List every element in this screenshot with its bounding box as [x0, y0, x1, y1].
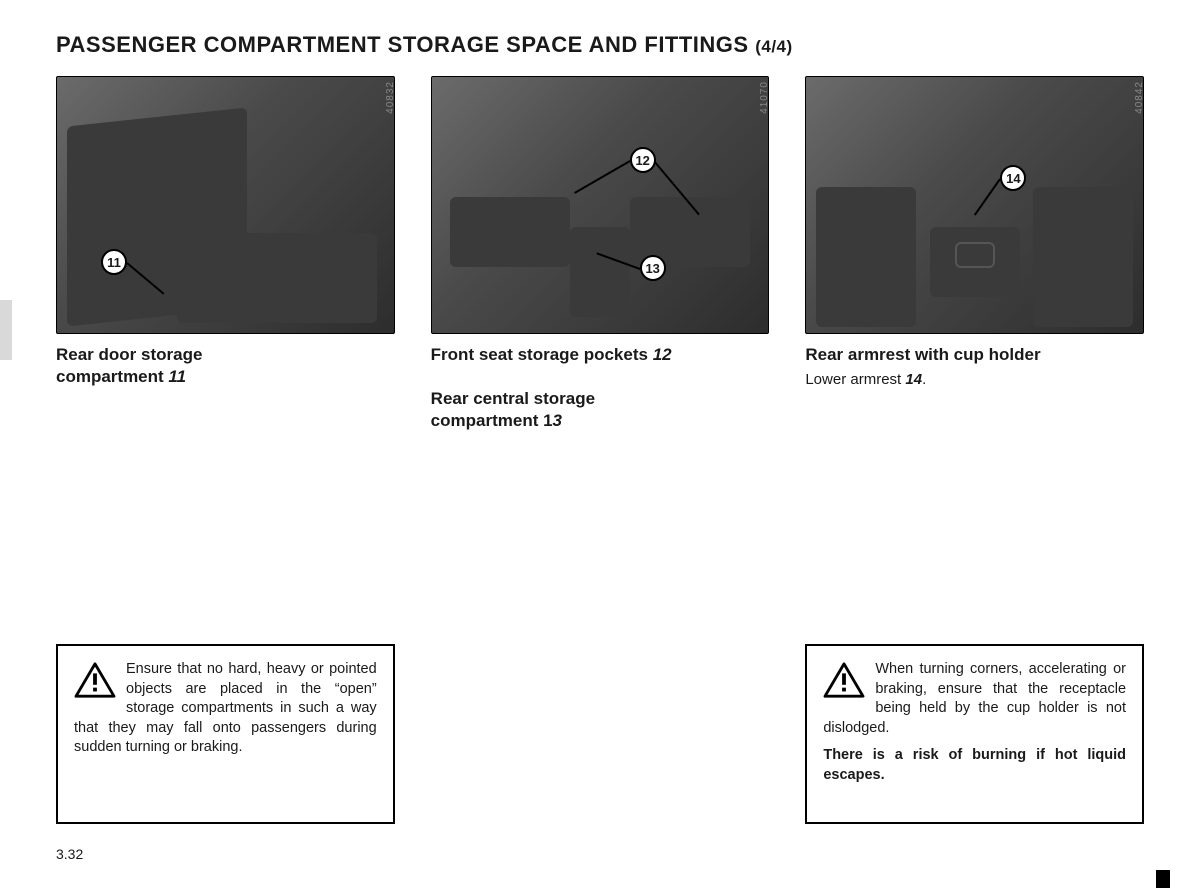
column-3: 40842 14 Rear armrest with cup holder Lo…: [805, 76, 1144, 432]
title-main: PASSENGER COMPARTMENT STORAGE SPACE AND …: [56, 32, 749, 57]
caption-front-pockets: Front seat storage pockets 12: [431, 344, 770, 366]
caption-text: compartment: [56, 367, 164, 386]
subcaption-armrest: Lower armrest 14.: [805, 370, 1144, 390]
caption-rear-armrest: Rear armrest with cup holder: [805, 344, 1144, 366]
photo-id: 41070: [759, 81, 769, 114]
leader-line: [974, 178, 1001, 215]
edge-tab: [0, 300, 12, 360]
warning-icon: [823, 662, 865, 700]
callout-label: 14: [1006, 171, 1020, 186]
callout-12: 12: [630, 147, 656, 173]
warning-bold: There is a risk of burning if hot liquid…: [823, 746, 1126, 785]
photo-id: 40832: [385, 81, 395, 114]
caption-ref: 3: [553, 411, 562, 430]
warning-text: Ensure that no hard, heavy or pointed ob…: [74, 660, 377, 758]
figure-front-pockets: 41070 12 13: [431, 76, 770, 334]
caption-text: Rear door storage: [56, 345, 202, 364]
callout-label: 11: [107, 255, 121, 270]
caption-rear-central: Rear central storage compartment 13: [431, 388, 770, 432]
warning-slot-1: Ensure that no hard, heavy or pointed ob…: [56, 644, 395, 824]
warning-row: Ensure that no hard, heavy or pointed ob…: [56, 644, 1144, 824]
caption-text: Front seat storage pockets: [431, 345, 648, 364]
column-2: 41070 12 13 Front seat storage pockets 1…: [431, 76, 770, 432]
caption-ref: 12: [653, 345, 672, 364]
title-sub: (4/4): [755, 37, 792, 56]
center-console: [570, 227, 630, 317]
subcaption-period: .: [922, 371, 926, 388]
warning-box-right: When turning corners, accelerating or br…: [805, 644, 1144, 824]
caption-text: Rear armrest with cup holder: [805, 345, 1040, 364]
seat-cushion: [1033, 187, 1133, 327]
caption-text: Rear central storage: [431, 389, 595, 408]
callout-label: 12: [635, 153, 649, 168]
page-number: 3.32: [56, 846, 83, 862]
figure-rear-armrest: 40842 14: [805, 76, 1144, 334]
leader-line: [574, 160, 630, 194]
cup-holder: [955, 242, 995, 268]
warning-box-left: Ensure that no hard, heavy or pointed ob…: [56, 644, 395, 824]
figure-rear-door: 40832 11: [56, 76, 395, 334]
warning-text: When turning corners, accelerating or br…: [823, 660, 1126, 738]
callout-13: 13: [640, 255, 666, 281]
door-pocket: [77, 197, 197, 277]
warning-icon: [74, 662, 116, 700]
subcaption-ref: 14: [905, 371, 922, 388]
interior-shade: [177, 233, 377, 323]
callout-14: 14: [1000, 165, 1026, 191]
seat-pocket: [450, 197, 570, 267]
page-title: PASSENGER COMPARTMENT STORAGE SPACE AND …: [56, 32, 1144, 58]
seat-cushion: [816, 187, 916, 327]
caption-rear-door: Rear door storage compartment 11: [56, 344, 395, 388]
photo-id: 40842: [1134, 81, 1144, 114]
warning-slot-3: When turning corners, accelerating or br…: [805, 644, 1144, 824]
corner-mark: [1156, 870, 1170, 888]
column-1: 40832 11 Rear door storage compartment 1…: [56, 76, 395, 432]
warning-slot-2: [431, 644, 770, 824]
callout-11: 11: [101, 249, 127, 275]
caption-ref: 11: [168, 367, 186, 386]
content-columns: 40832 11 Rear door storage compartment 1…: [56, 76, 1144, 432]
caption-text: compartment 1: [431, 411, 553, 430]
callout-label: 13: [645, 261, 659, 276]
subcaption-text: Lower armrest: [805, 371, 901, 388]
